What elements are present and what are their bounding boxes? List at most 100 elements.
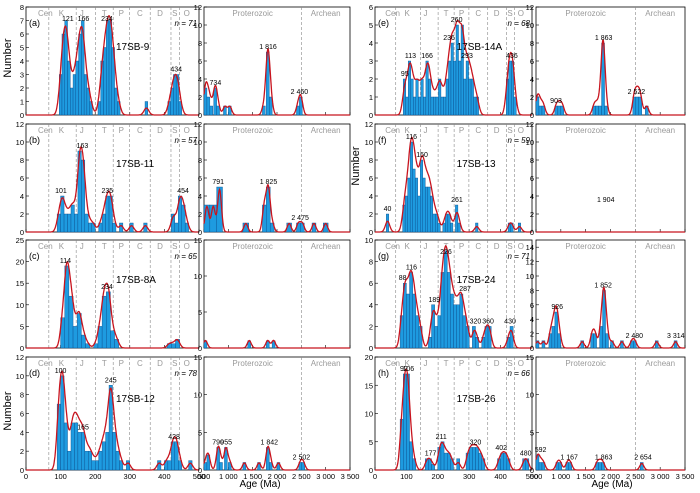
y-tick-label: 10 bbox=[526, 391, 534, 400]
x-tick-label: 3 500 bbox=[341, 472, 360, 481]
histogram-bar bbox=[68, 295, 74, 349]
period-label: Cen bbox=[385, 242, 400, 251]
histogram-bar bbox=[112, 432, 117, 471]
histogram-bar bbox=[209, 105, 213, 116]
era-label: Archean bbox=[311, 9, 341, 18]
histogram-bar bbox=[409, 272, 413, 349]
era-label: Proterozoic bbox=[565, 9, 605, 18]
histogram-bar bbox=[437, 222, 441, 233]
y-tick-label: 6 bbox=[530, 301, 534, 310]
peak-age-label: 287 bbox=[459, 286, 471, 293]
histogram-bar bbox=[475, 447, 479, 471]
x-tick-label: 300 bbox=[124, 472, 137, 481]
histogram-bar bbox=[604, 105, 608, 116]
y-tick-label: 6 bbox=[369, 279, 373, 288]
peak-age-label: 428 bbox=[168, 434, 180, 441]
period-label: O bbox=[184, 9, 190, 18]
peak-age-label: 114 bbox=[60, 258, 71, 265]
y-tick-label: 10 bbox=[365, 410, 373, 419]
period-label: J bbox=[424, 9, 428, 18]
histogram-bar bbox=[301, 462, 305, 471]
histogram-bar bbox=[413, 96, 417, 116]
histogram-bar bbox=[463, 78, 467, 116]
peak-age-label: 3 314 bbox=[667, 333, 685, 340]
panel-old-ages: 0 2 4 6 8 10 12 Proterozoic Archean 734 1 816 2 460 bbox=[194, 3, 351, 120]
histogram-bar bbox=[423, 96, 427, 116]
peak-age-label: 592 bbox=[535, 447, 547, 454]
histogram-bar bbox=[119, 460, 124, 471]
y-tick-label: 8 bbox=[20, 156, 24, 165]
x-axis-label-right: Age (Ma) bbox=[591, 479, 632, 490]
period-label: J bbox=[424, 126, 428, 135]
histogram-bar bbox=[101, 295, 107, 349]
period-label: D bbox=[157, 359, 163, 368]
probability-curve bbox=[375, 368, 533, 471]
y-tick-label: 4 bbox=[530, 192, 534, 201]
peak-age-label: 320 bbox=[470, 439, 482, 446]
histogram-bar bbox=[442, 222, 446, 233]
histogram-bar bbox=[447, 272, 451, 349]
histogram-bar bbox=[78, 33, 82, 116]
period-label: Cen bbox=[385, 9, 400, 18]
y-tick-label: 3 bbox=[20, 71, 24, 80]
histogram-bar bbox=[435, 96, 439, 116]
y-tick-label: 2 bbox=[20, 210, 24, 219]
y-tick-label: 10 bbox=[194, 138, 202, 147]
period-label: J bbox=[424, 242, 428, 251]
histogram-bar bbox=[108, 385, 113, 471]
peak-age-label: 955 bbox=[220, 439, 232, 446]
y-tick-label: 12 bbox=[526, 3, 534, 12]
y-tick-label: 6 bbox=[20, 30, 24, 39]
peak-age-label: 1 863 bbox=[595, 35, 613, 42]
y-axis-label-left-lower: Number bbox=[2, 391, 14, 430]
y-tick-label: 0 bbox=[20, 228, 24, 237]
histogram-bar bbox=[535, 340, 540, 349]
peak-age-label: 734 bbox=[210, 80, 222, 87]
probability-curve bbox=[26, 369, 199, 471]
histogram-bar bbox=[460, 24, 464, 116]
y-tick-label: 0 bbox=[369, 344, 373, 353]
period-label: J bbox=[80, 242, 84, 251]
period-label: T bbox=[444, 126, 449, 135]
histogram-bar bbox=[508, 60, 512, 116]
y-tick-label: 8 bbox=[20, 3, 24, 12]
x-tick-label: 0 bbox=[373, 472, 377, 481]
period-label: S bbox=[172, 126, 177, 135]
x-tick-label: 500 bbox=[526, 472, 539, 481]
y-tick-label: 12 bbox=[526, 120, 534, 129]
histogram-bar bbox=[108, 20, 113, 116]
histogram-bar bbox=[462, 315, 467, 349]
y-tick-label: 0 bbox=[369, 466, 373, 475]
y-tick-label: 10 bbox=[194, 391, 202, 400]
y-tick-label: 12 bbox=[16, 120, 24, 129]
histogram-bar bbox=[438, 78, 442, 116]
y-tick-label: 2 bbox=[530, 210, 534, 219]
histogram-bar bbox=[538, 105, 543, 116]
peak-age-label: 903 bbox=[550, 98, 562, 105]
histogram-bar bbox=[206, 96, 211, 116]
y-tick-label: 2 bbox=[530, 93, 534, 102]
era-label: Archean bbox=[311, 242, 341, 251]
histogram-bar bbox=[598, 105, 602, 116]
y-tick-label: 10 bbox=[526, 272, 534, 281]
period-label: P bbox=[119, 242, 124, 251]
peak-age-label: 2 522 bbox=[628, 89, 646, 96]
panel-letter: (b) bbox=[29, 135, 40, 145]
histogram-bar bbox=[106, 20, 110, 116]
period-label: C bbox=[137, 126, 143, 135]
peak-age-label: 2 475 bbox=[291, 215, 309, 222]
panel-letter: (a) bbox=[29, 18, 40, 28]
x-tick-label: 500 bbox=[530, 472, 543, 481]
period-label: Cen bbox=[385, 126, 400, 135]
histogram-bar bbox=[412, 168, 416, 233]
y-tick-label: 15 bbox=[194, 353, 202, 362]
histogram-bar bbox=[453, 304, 457, 349]
probability-curve bbox=[535, 39, 685, 116]
histogram-bar bbox=[425, 186, 428, 233]
histogram-bar bbox=[181, 204, 186, 233]
peak-age-label: 236 bbox=[443, 35, 455, 42]
panel-frame bbox=[535, 356, 686, 471]
peak-age-label: 434 bbox=[170, 67, 182, 74]
histogram-bar bbox=[67, 60, 71, 116]
